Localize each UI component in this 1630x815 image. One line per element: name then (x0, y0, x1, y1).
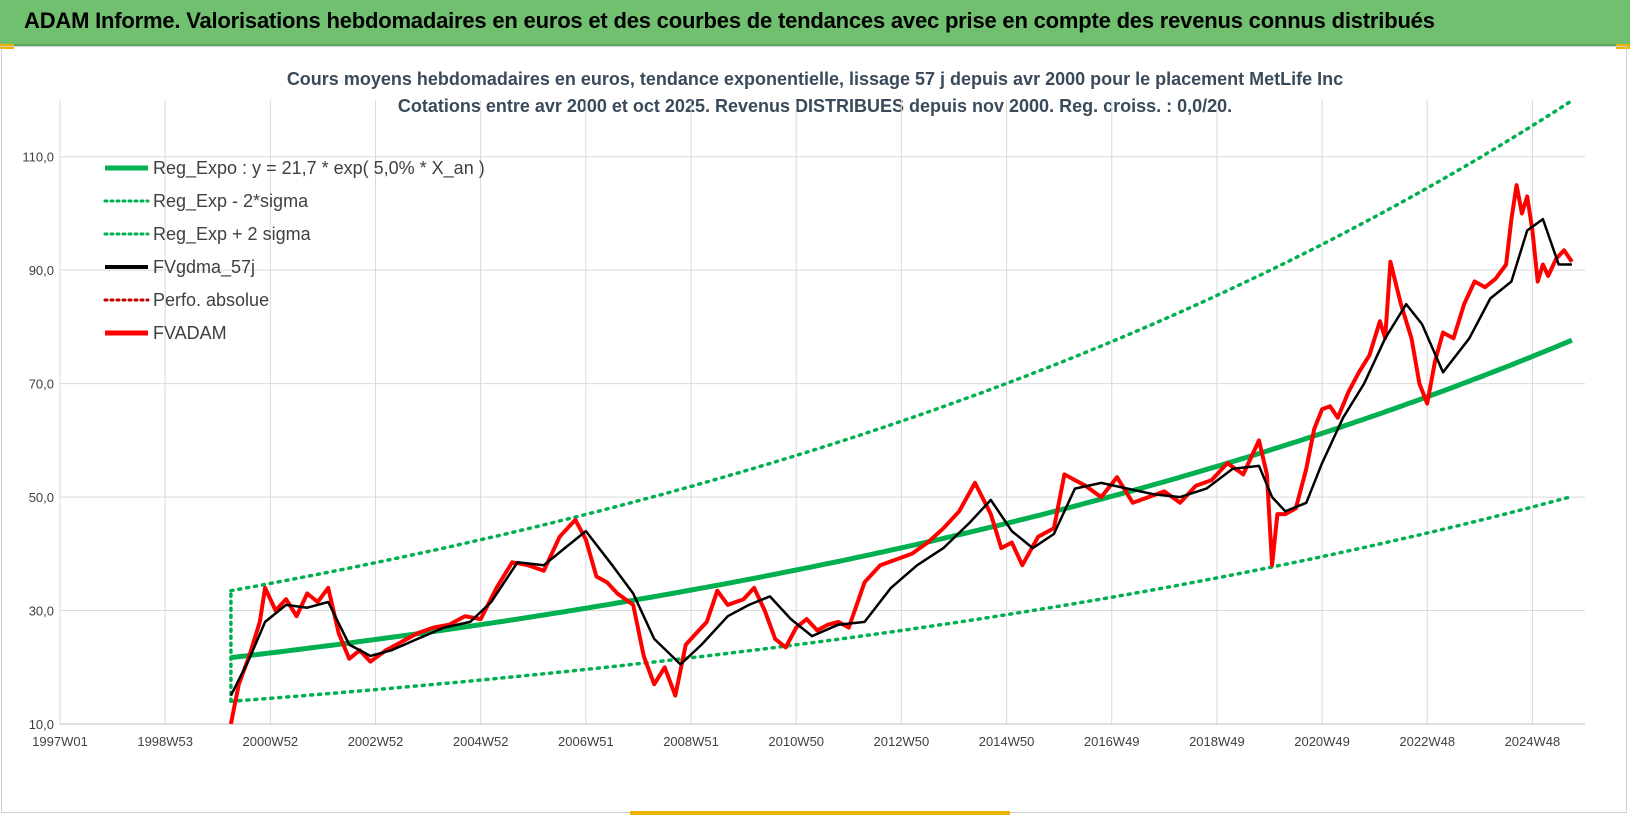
x-tick-label: 2022W48 (1399, 734, 1455, 749)
y-tick-label: 30,0 (29, 604, 54, 619)
legend-item: FVADAM (105, 323, 227, 343)
x-tick-label: 2020W49 (1294, 734, 1350, 749)
fvadam-line (228, 183, 1574, 725)
page-title: ADAM Informe. Valorisations hebdomadaire… (24, 8, 1435, 33)
legend-label: Perfo. absolue (153, 290, 269, 310)
chart-title-line-1: Cours moyens hebdomadaires en euros, ten… (287, 69, 1343, 89)
x-tick-label: 2024W48 (1505, 734, 1561, 749)
bottom-accent (630, 811, 1010, 815)
x-tick-label: 1997W01 (32, 734, 88, 749)
legend-label: FVADAM (153, 323, 227, 343)
header-banner: ADAM Informe. Valorisations hebdomadaire… (0, 0, 1630, 46)
legend-item: Reg_Expo : y = 21,7 * exp( 5,0% * X_an ) (105, 158, 485, 179)
x-tick-label: 2002W52 (348, 734, 404, 749)
chart-title-line-2: Cotations entre avr 2000 et oct 2025. Re… (398, 96, 1232, 116)
x-tick-label: 1998W53 (137, 734, 193, 749)
x-tick-label: 2004W52 (453, 734, 509, 749)
fvgdma-57j-line (229, 217, 1572, 697)
reg-exp-minus-2sigma-line (229, 494, 1574, 704)
reg-expo-line (230, 337, 1573, 661)
x-tick-label: 2014W50 (979, 734, 1035, 749)
chart: Cours moyens hebdomadaires en euros, ten… (22, 69, 1585, 749)
x-tick-label: 2010W50 (768, 734, 824, 749)
x-tick-label: 2000W52 (243, 734, 299, 749)
x-tick-label: 2006W51 (558, 734, 614, 749)
series-lines (228, 98, 1574, 725)
x-tick-label: 2008W51 (663, 734, 719, 749)
legend-item: FVgdma_57j (105, 257, 255, 278)
legend: Reg_Expo : y = 21,7 * exp( 5,0% * X_an )… (103, 158, 485, 343)
x-tick-label: 2012W50 (874, 734, 930, 749)
legend-item: Perfo. absolue (103, 290, 269, 310)
y-tick-label: 110,0 (22, 150, 54, 165)
legend-item: Reg_Exp + 2 sigma (103, 224, 312, 245)
y-tick-label: 70,0 (29, 377, 54, 392)
legend-label: Reg_Expo : y = 21,7 * exp( 5,0% * X_an ) (153, 158, 485, 179)
y-tick-label: 50,0 (29, 490, 54, 505)
axis-ticks: 10,0 30,0 50,0 70,0 90,0 110,0 1997W01 1998W53 2… (22, 150, 1560, 749)
y-tick-label: 90,0 (29, 263, 54, 278)
reg-exp-plus-2sigma-line (229, 98, 1574, 593)
legend-item: Reg_Exp - 2*sigma (103, 191, 309, 212)
legend-label: Reg_Exp + 2 sigma (153, 224, 312, 245)
x-tick-label: 2016W49 (1084, 734, 1140, 749)
legend-label: Reg_Exp - 2*sigma (153, 191, 309, 212)
grid (59, 100, 1585, 725)
x-tick-label: 2018W49 (1189, 734, 1245, 749)
y-tick-label: 10,0 (29, 717, 54, 732)
legend-label: FVgdma_57j (153, 257, 255, 278)
